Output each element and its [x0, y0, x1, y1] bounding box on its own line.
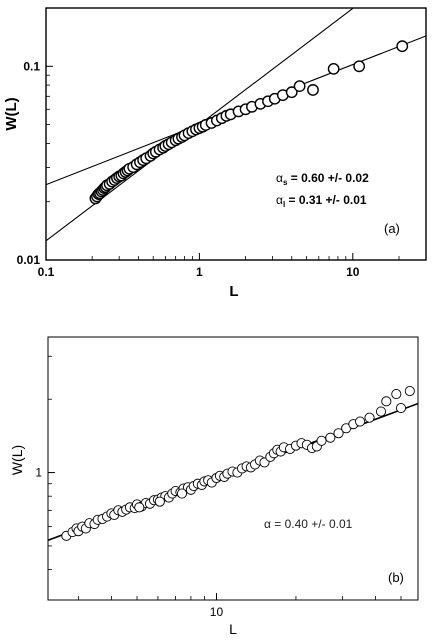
b-data-point	[375, 406, 387, 417]
chart-b-xlabel: L	[229, 621, 237, 637]
chart-a-annotation: αs = 0.60 +/- 0.02 αl = 0.31 +/- 0.01	[276, 171, 369, 209]
a-ytick-label: 0.01	[17, 253, 41, 267]
chart-a-ticks: 0.1 1 100.010.1	[17, 59, 400, 279]
chart-a-xlabel: L	[229, 283, 238, 300]
chart-a-panel-label: (a)	[384, 221, 400, 236]
b-data-point	[395, 402, 407, 414]
a-fit-line-1	[46, 8, 355, 242]
chart-a: 0.1 1 100.010.1 L W(L) αs = 0.60 +/- 0.02α…	[3, 7, 427, 300]
b-data-point	[134, 502, 145, 513]
chart-b-panel-label: (b)	[388, 570, 404, 585]
a-annotation-line: αs = 0.60 +/- 0.02	[276, 171, 369, 187]
chart-b-ylabel: W(L)	[9, 445, 25, 475]
b-data-point	[364, 412, 375, 423]
a-data-point	[353, 60, 366, 73]
b-data-point	[391, 388, 402, 400]
a-data-point	[307, 84, 319, 96]
a-data-point	[293, 80, 306, 93]
b-data-point	[325, 432, 336, 443]
a-data-point	[285, 86, 298, 99]
a-xtick-label: 0.1	[38, 265, 55, 279]
b-data-point	[176, 488, 188, 499]
chart-a-ylabel: W(L)	[3, 97, 20, 130]
b-ytick-label: 1	[35, 466, 42, 480]
b-xtick-label: 10	[210, 605, 224, 619]
chart-a-frame	[45, 7, 427, 261]
chart-a-fit-lines	[46, 8, 426, 242]
chart-b: 10 1 L W(L) α = 0.40 +/- 0.01 (b)	[9, 336, 419, 637]
a-xtick-label: 10	[346, 265, 360, 279]
chart-b-annotation: α = 0.40 +/- 0.01	[264, 517, 353, 531]
a-data-point	[396, 40, 409, 53]
chart-b-ticks: 10 1	[35, 355, 402, 619]
a-xtick-label: 1	[196, 265, 203, 279]
chart-a-points	[89, 40, 409, 205]
b-annotation-line: α = 0.40 +/- 0.01	[264, 517, 353, 531]
b-data-point	[316, 435, 327, 446]
b-data-point	[381, 396, 392, 407]
a-data-point	[327, 62, 340, 75]
chart-b-points	[61, 386, 415, 541]
b-data-point	[404, 386, 415, 397]
a-ytick-label: 0.1	[23, 59, 40, 73]
a-annotation-line: αl = 0.31 +/- 0.01	[276, 193, 367, 209]
chart-b-frame	[47, 336, 419, 601]
b-data-point	[355, 416, 366, 427]
b-data-point	[333, 428, 344, 439]
b-data-point	[154, 496, 165, 507]
